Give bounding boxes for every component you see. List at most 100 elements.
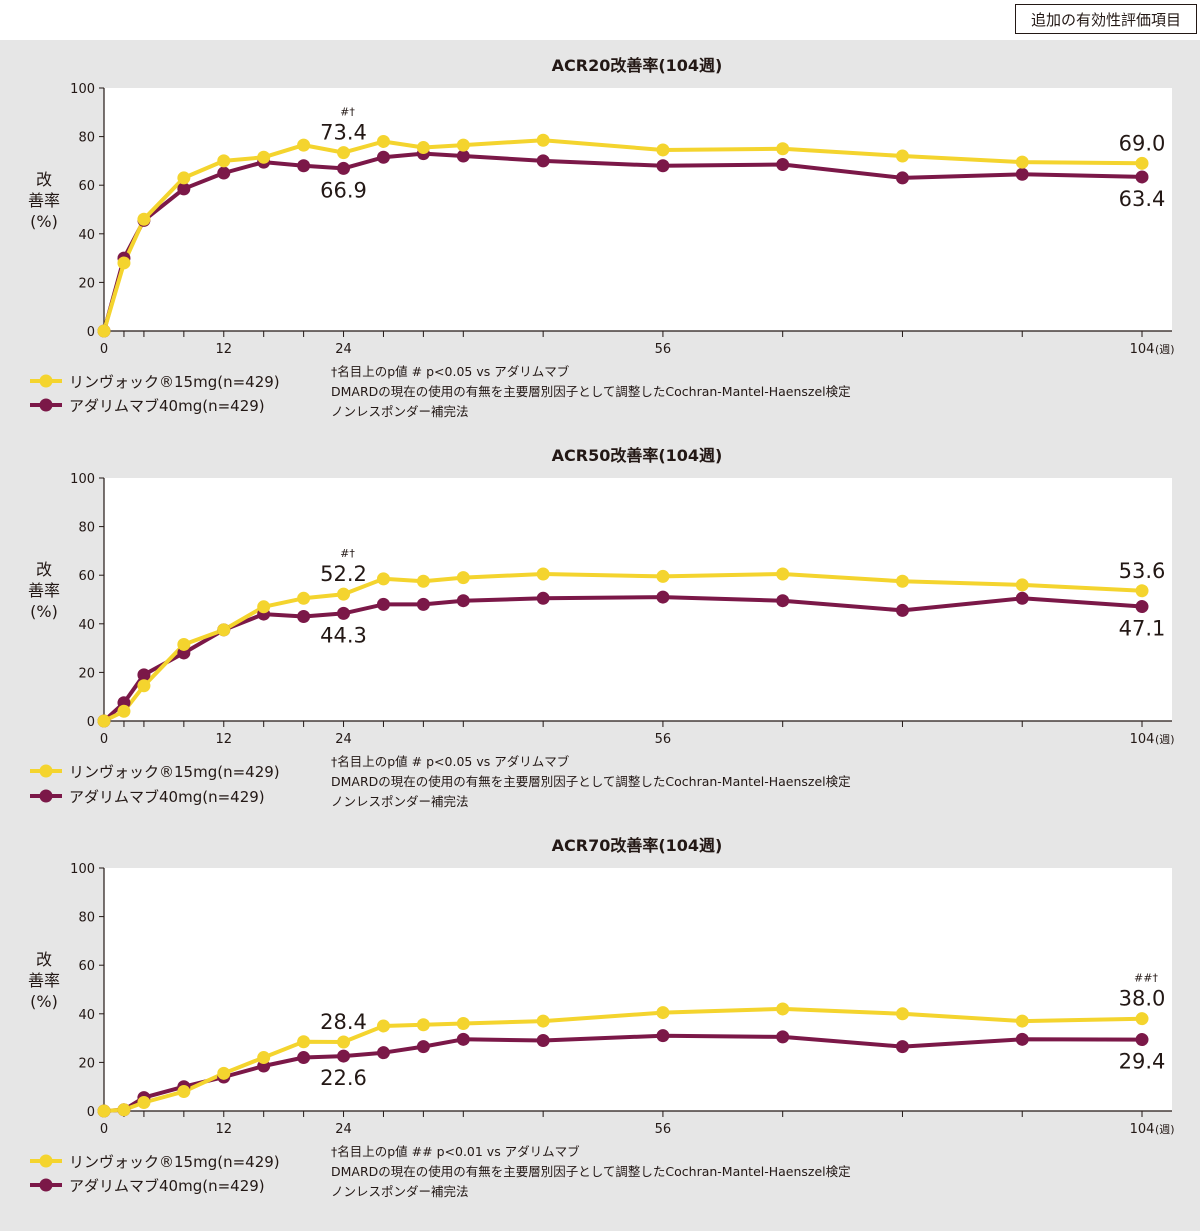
y-axis-label: 改	[36, 170, 52, 189]
data-point	[297, 1035, 311, 1049]
data-label: 52.2	[320, 562, 367, 586]
data-point	[536, 1014, 550, 1028]
data-point	[1135, 1033, 1149, 1047]
x-tick-label: 12	[215, 732, 232, 747]
footnote: DMARDの現在の使用の有無を主要層別因子として調整したCochran-Mant…	[331, 774, 851, 789]
footnote: DMARDの現在の使用の有無を主要層別因子として調整したCochran-Mant…	[331, 384, 851, 399]
y-tick-label: 80	[78, 521, 95, 536]
x-unit-label: (週)	[1155, 733, 1175, 746]
y-axis-label: (%)	[30, 212, 58, 231]
chart-title: ACR70改善率(104週)	[552, 836, 723, 855]
data-label: 63.4	[1119, 187, 1166, 211]
legend-label: アダリムマブ40mg(n=429)	[69, 788, 265, 806]
data-point	[416, 1040, 430, 1054]
data-point	[217, 154, 231, 168]
x-tick-label: 56	[655, 732, 672, 747]
data-label: 29.4	[1119, 1050, 1166, 1074]
legend-label: リンヴォック®15mg(n=429)	[69, 1153, 280, 1171]
data-point	[1135, 170, 1149, 184]
y-axis-label: 善率	[28, 191, 60, 210]
data-point	[895, 1007, 909, 1021]
data-label: 53.6	[1119, 559, 1166, 583]
y-tick-label: 60	[78, 569, 95, 584]
data-point	[456, 138, 470, 152]
data-point	[297, 610, 311, 624]
data-point	[1135, 156, 1149, 170]
x-tick-label: 12	[215, 1122, 232, 1137]
data-point	[1015, 1014, 1029, 1028]
data-point	[536, 154, 550, 168]
legend-marker	[39, 398, 53, 412]
footnote: †名目上のp値 # p<0.05 vs アダリムマブ	[331, 754, 570, 769]
data-label: 66.9	[320, 178, 367, 202]
data-point	[1135, 600, 1149, 614]
data-point	[895, 149, 909, 163]
data-label: 47.1	[1119, 617, 1166, 641]
data-point	[217, 623, 231, 637]
data-point	[536, 1034, 550, 1048]
data-point	[337, 1035, 351, 1049]
data-point	[1015, 155, 1029, 169]
data-point	[416, 141, 430, 155]
data-point	[776, 158, 790, 172]
data-point	[776, 1030, 790, 1044]
data-point	[117, 1103, 131, 1117]
data-point	[416, 574, 430, 588]
y-axis-label: (%)	[30, 992, 58, 1011]
data-point	[177, 1085, 191, 1099]
legend-label: リンヴォック®15mg(n=429)	[69, 763, 280, 781]
y-axis-label: 善率	[28, 581, 60, 600]
data-point	[217, 1066, 231, 1080]
data-point	[97, 714, 111, 728]
data-label: 44.3	[320, 623, 367, 647]
y-tick-label: 60	[78, 959, 95, 974]
data-point	[376, 150, 390, 164]
data-point	[376, 572, 390, 586]
data-point	[656, 569, 670, 583]
x-tick-label: 0	[100, 1122, 108, 1137]
data-point	[97, 1104, 111, 1118]
data-label: 28.4	[320, 1010, 367, 1034]
legend-marker	[39, 1154, 53, 1168]
data-point	[656, 590, 670, 604]
y-tick-label: 80	[78, 911, 95, 926]
data-point	[137, 1095, 151, 1109]
y-tick-label: 0	[87, 715, 95, 730]
y-tick-label: 0	[87, 325, 95, 340]
section-badge: 追加の有効性評価項目	[1015, 4, 1197, 34]
x-tick-label: 104	[1130, 732, 1155, 747]
data-point	[416, 597, 430, 611]
legend-marker	[39, 374, 53, 388]
data-point	[536, 567, 550, 581]
data-point	[297, 138, 311, 152]
data-point	[656, 1029, 670, 1043]
x-unit-label: (週)	[1155, 343, 1175, 356]
data-point	[117, 704, 131, 718]
data-point	[1015, 167, 1029, 181]
data-point	[1135, 1012, 1149, 1026]
footnote: †名目上のp値 # p<0.05 vs アダリムマブ	[331, 364, 570, 379]
y-tick-label: 100	[70, 862, 95, 877]
data-point	[456, 149, 470, 163]
y-tick-label: 40	[78, 618, 95, 633]
y-tick-label: 20	[78, 1056, 95, 1071]
y-tick-label: 20	[78, 666, 95, 681]
data-point	[656, 1006, 670, 1020]
x-tick-label: 56	[655, 342, 672, 357]
data-point	[337, 161, 351, 175]
data-label: 73.4	[320, 121, 367, 145]
data-label: 38.0	[1119, 987, 1166, 1011]
legend-label: リンヴォック®15mg(n=429)	[69, 373, 280, 391]
data-point	[895, 1040, 909, 1054]
data-point	[297, 1051, 311, 1065]
data-point	[456, 1017, 470, 1031]
footnote: †名目上のp値 ## p<0.01 vs アダリムマブ	[331, 1144, 580, 1159]
data-point	[456, 571, 470, 585]
y-axis-label: 改	[36, 560, 52, 579]
data-point	[656, 143, 670, 157]
y-tick-label: 100	[70, 472, 95, 487]
plot-area	[104, 868, 1172, 1111]
data-point	[416, 1018, 430, 1032]
data-point	[177, 171, 191, 185]
